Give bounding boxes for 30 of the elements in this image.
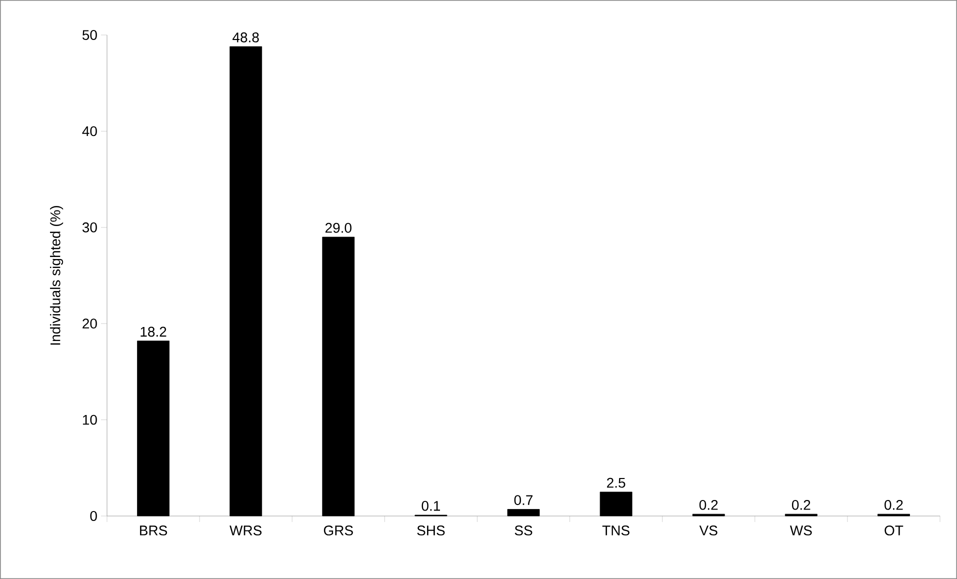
x-tick-label: BRS xyxy=(140,526,168,536)
bar xyxy=(507,509,540,516)
data-label: 2.5 xyxy=(607,478,626,488)
x-tick-label: SHS xyxy=(417,526,445,536)
data-label: 48.8 xyxy=(232,32,259,42)
x-tick-label: GRS xyxy=(324,526,353,536)
x-tick-label: TNS xyxy=(602,526,630,536)
y-axis-title: Individuals sighted (%) xyxy=(50,206,64,345)
y-tick-label: 10 xyxy=(82,414,97,425)
x-tick-label: OT xyxy=(884,526,904,536)
bar xyxy=(230,46,262,516)
x-tick-label: WRS xyxy=(230,526,262,536)
data-label: 0.2 xyxy=(699,500,718,510)
bar xyxy=(600,492,632,516)
data-label: 0.1 xyxy=(422,500,440,511)
y-tick-label: 20 xyxy=(82,318,97,329)
data-label: 0.7 xyxy=(514,495,533,506)
data-label: 29.0 xyxy=(325,222,352,233)
bar xyxy=(322,236,355,516)
y-tick-label: 0 xyxy=(90,511,97,521)
data-label: 0.2 xyxy=(792,500,810,510)
x-tick-label: SS xyxy=(514,526,532,536)
y-tick-label: 30 xyxy=(82,222,97,232)
data-label: 0.2 xyxy=(884,500,903,510)
x-tick-label: VS xyxy=(699,526,718,536)
y-tick-label: 50 xyxy=(82,30,97,40)
y-tick-label: 40 xyxy=(82,126,97,136)
bar xyxy=(137,340,170,516)
data-label: 18.2 xyxy=(140,326,166,337)
x-tick-label: WS xyxy=(790,526,812,536)
